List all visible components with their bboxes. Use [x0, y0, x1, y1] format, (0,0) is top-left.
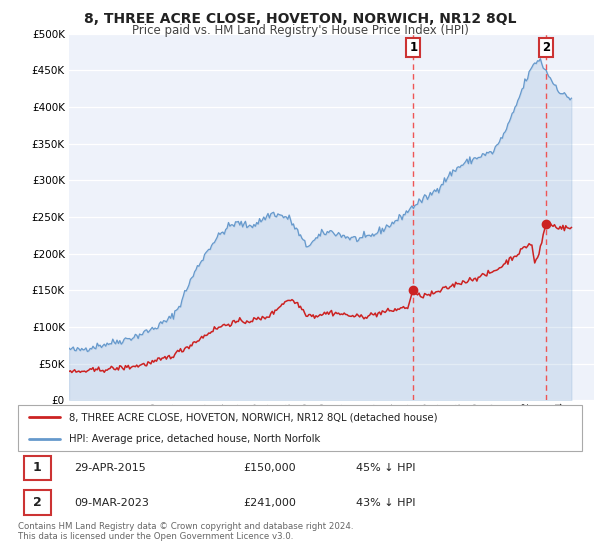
Text: 8, THREE ACRE CLOSE, HOVETON, NORWICH, NR12 8QL: 8, THREE ACRE CLOSE, HOVETON, NORWICH, N… — [84, 12, 516, 26]
Text: HPI: Average price, detached house, North Norfolk: HPI: Average price, detached house, Nort… — [69, 435, 320, 444]
Text: £241,000: £241,000 — [244, 497, 296, 507]
Text: 45% ↓ HPI: 45% ↓ HPI — [356, 463, 416, 473]
Text: 2: 2 — [33, 496, 41, 509]
Text: £150,000: £150,000 — [244, 463, 296, 473]
Text: 09-MAR-2023: 09-MAR-2023 — [74, 497, 149, 507]
Text: 29-APR-2015: 29-APR-2015 — [74, 463, 146, 473]
FancyBboxPatch shape — [18, 405, 582, 451]
Text: 2: 2 — [542, 41, 550, 54]
Text: 43% ↓ HPI: 43% ↓ HPI — [356, 497, 416, 507]
Text: 1: 1 — [409, 41, 418, 54]
Text: 1: 1 — [33, 461, 41, 474]
Text: Contains HM Land Registry data © Crown copyright and database right 2024.
This d: Contains HM Land Registry data © Crown c… — [18, 522, 353, 542]
Text: 8, THREE ACRE CLOSE, HOVETON, NORWICH, NR12 8QL (detached house): 8, THREE ACRE CLOSE, HOVETON, NORWICH, N… — [69, 412, 437, 422]
FancyBboxPatch shape — [23, 491, 51, 515]
FancyBboxPatch shape — [23, 455, 51, 480]
Text: Price paid vs. HM Land Registry's House Price Index (HPI): Price paid vs. HM Land Registry's House … — [131, 24, 469, 36]
